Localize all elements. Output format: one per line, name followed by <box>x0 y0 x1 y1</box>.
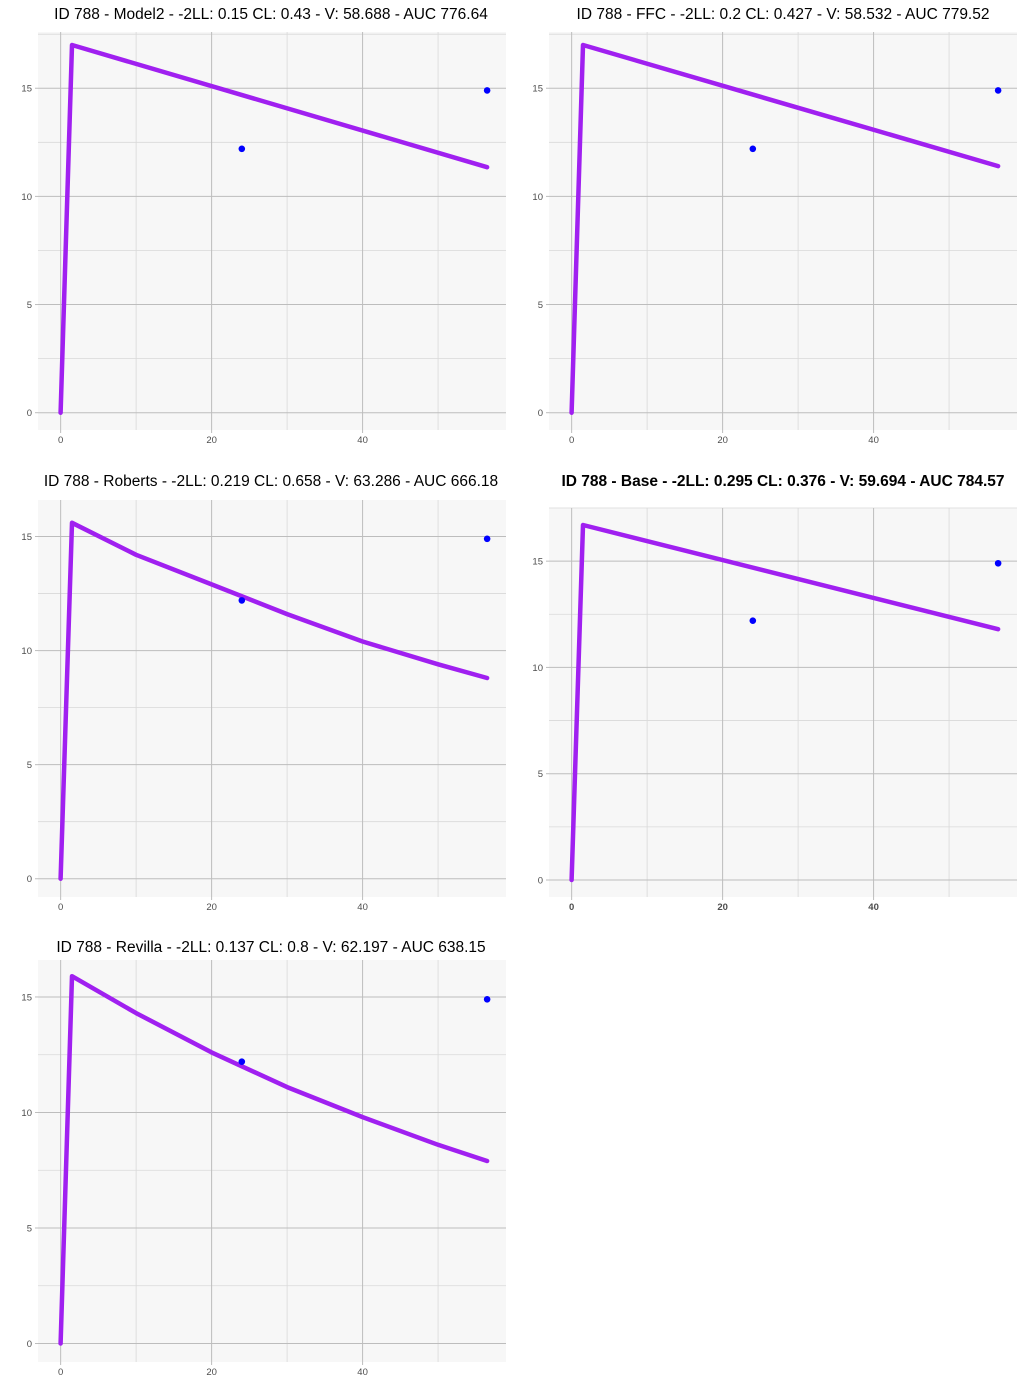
x-tick-label: 40 <box>868 435 879 446</box>
x-tick-label: 0 <box>58 435 63 446</box>
y-tick-label: 15 <box>532 84 543 95</box>
y-tick-label: 5 <box>538 769 543 780</box>
chart-panel-2: ID 788 - FFC - -2LL: 0.2 CL: 0.427 - V: … <box>532 6 1017 446</box>
chart-title: ID 788 - Base - -2LL: 0.295 CL: 0.376 - … <box>561 473 1004 490</box>
y-tick-label: 0 <box>27 408 32 419</box>
y-tick-label: 15 <box>21 532 32 543</box>
x-tick-label: 40 <box>357 902 368 913</box>
observed-point <box>749 617 757 624</box>
chart-panel-5: ID 788 - Revilla - -2LL: 0.137 CL: 0.8 -… <box>21 939 506 1378</box>
x-tick-label: 0 <box>569 435 574 446</box>
x-tick-label: 0 <box>58 902 63 913</box>
y-tick-label: 10 <box>532 663 543 674</box>
x-tick-label: 40 <box>357 1367 368 1378</box>
y-tick-label: 15 <box>21 992 32 1003</box>
x-tick-label: 0 <box>58 1367 63 1378</box>
model-prediction-line <box>569 42 1001 415</box>
model-prediction-line <box>58 42 490 415</box>
x-tick-label: 20 <box>206 902 217 913</box>
x-tick-label: 20 <box>206 435 217 446</box>
plot-background <box>38 32 506 430</box>
plot-background <box>38 500 506 897</box>
y-tick-label: 15 <box>21 84 32 95</box>
plot-background <box>38 960 506 1362</box>
y-tick-label: 10 <box>21 646 32 657</box>
y-tick-label: 5 <box>27 760 32 771</box>
chart-panel-1: ID 788 - Model2 - -2LL: 0.15 CL: 0.43 - … <box>21 6 506 446</box>
x-tick-label: 20 <box>717 435 728 446</box>
observed-point <box>483 535 491 543</box>
plot-background <box>549 508 1017 897</box>
x-tick-label: 20 <box>206 1367 217 1378</box>
y-tick-label: 0 <box>538 875 543 886</box>
model-prediction-line <box>58 520 490 881</box>
observed-point <box>994 87 1002 94</box>
y-tick-label: 0 <box>27 874 32 885</box>
observed-point <box>238 1058 246 1065</box>
x-tick-label: 40 <box>868 902 879 913</box>
observed-point <box>749 145 757 153</box>
observed-point <box>483 995 491 1003</box>
y-tick-label: 10 <box>532 192 543 203</box>
chart-title: ID 788 - FFC - -2LL: 0.2 CL: 0.427 - V: … <box>577 6 990 23</box>
y-tick-label: 5 <box>27 1224 32 1235</box>
observed-point <box>994 559 1002 567</box>
y-tick-label: 10 <box>21 192 32 203</box>
observed-point <box>238 597 246 604</box>
y-tick-label: 5 <box>538 300 543 311</box>
y-tick-label: 5 <box>27 300 32 311</box>
x-tick-label: 0 <box>569 902 574 913</box>
y-tick-label: 0 <box>27 1339 32 1350</box>
x-tick-label: 20 <box>717 902 728 913</box>
y-tick-label: 0 <box>538 408 543 419</box>
y-tick-label: 15 <box>532 557 543 568</box>
chart-title: ID 788 - Revilla - -2LL: 0.137 CL: 0.8 -… <box>56 939 485 956</box>
chart-title: ID 788 - Roberts - -2LL: 0.219 CL: 0.658… <box>44 473 498 490</box>
observed-point <box>238 145 246 153</box>
plot-background <box>549 32 1017 430</box>
chart-panel-3: ID 788 - Roberts - -2LL: 0.219 CL: 0.658… <box>21 473 506 913</box>
x-tick-label: 40 <box>357 435 368 446</box>
model-prediction-line <box>569 522 1001 883</box>
chart-title: ID 788 - Model2 - -2LL: 0.15 CL: 0.43 - … <box>54 6 488 23</box>
observed-point <box>483 87 491 94</box>
chart-panel-4: ID 788 - Base - -2LL: 0.295 CL: 0.376 - … <box>532 473 1017 913</box>
y-tick-label: 10 <box>21 1108 32 1119</box>
model-prediction-line <box>58 973 490 1346</box>
